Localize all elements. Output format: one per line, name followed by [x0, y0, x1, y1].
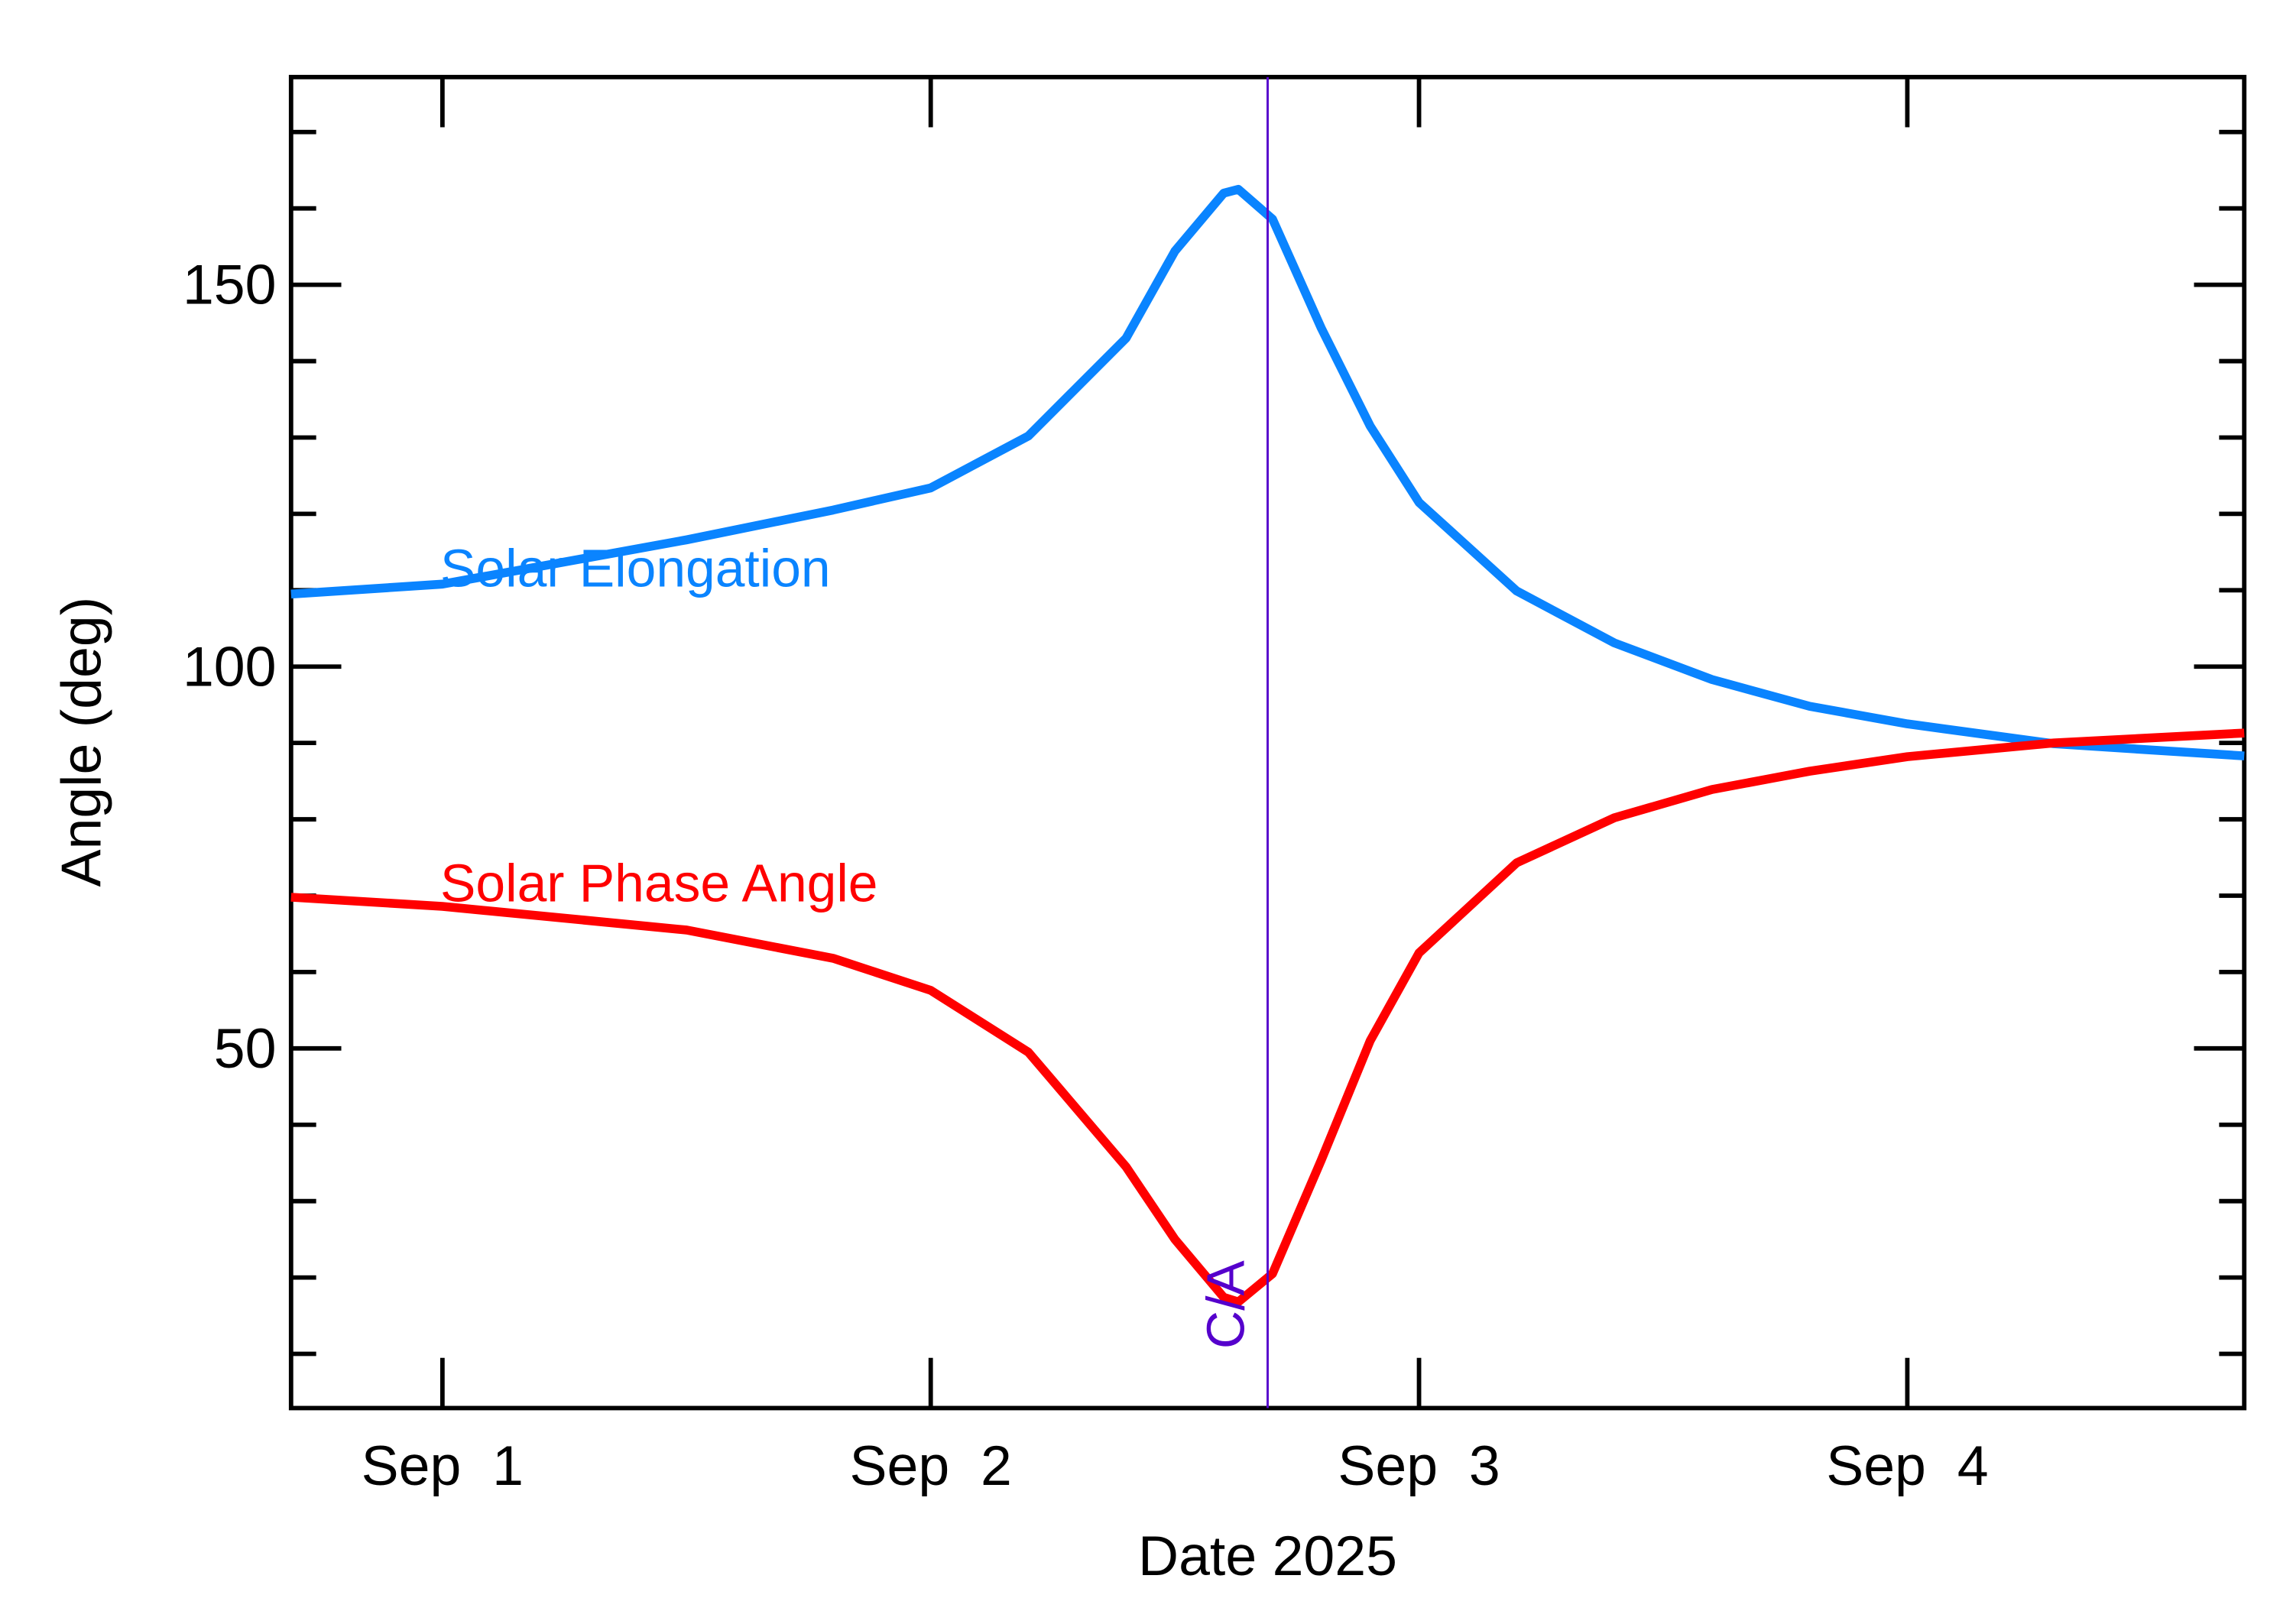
y-tick-label: 150 — [183, 254, 277, 316]
y-axis-label: Angle (deg) — [50, 597, 112, 887]
x-tick-label: Sep 1 — [362, 1434, 524, 1497]
series-line — [290, 184, 2245, 760]
x-tick-label: Sep 2 — [850, 1434, 1012, 1497]
series-label: Solar Elongation — [440, 539, 831, 598]
series-line — [290, 728, 2245, 1307]
ca-label: C/A — [1196, 1260, 1256, 1350]
series-label: Solar Phase Angle — [440, 853, 877, 912]
y-tick-label: 50 — [214, 1017, 277, 1080]
x-axis-label: Date 2025 — [1138, 1525, 1397, 1587]
x-tick-label: Sep 3 — [1338, 1434, 1500, 1497]
y-tick-label: 100 — [183, 635, 277, 698]
x-tick-label: Sep 4 — [1826, 1434, 1988, 1497]
